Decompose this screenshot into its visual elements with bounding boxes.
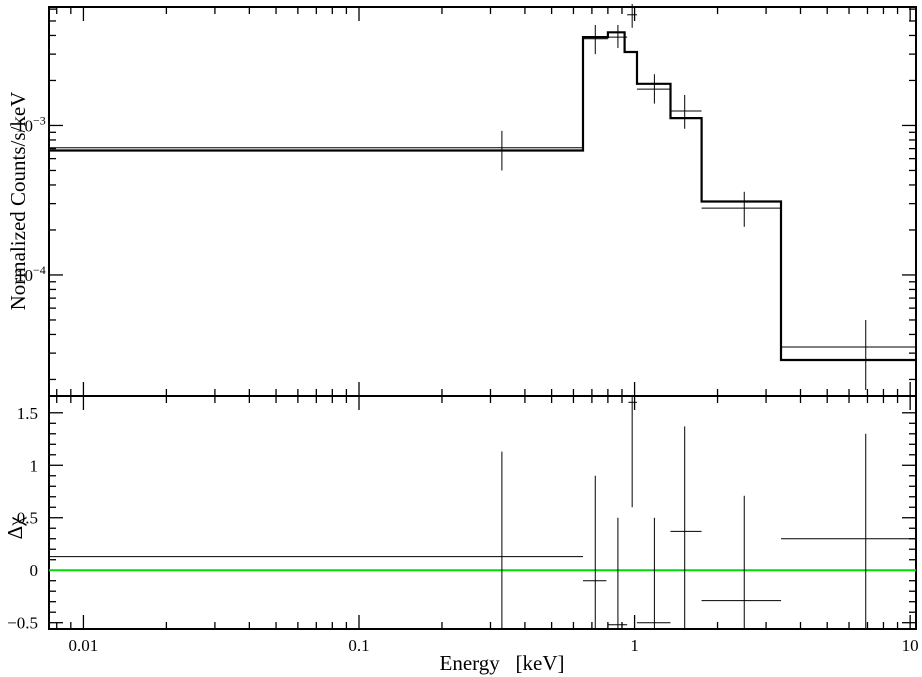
x-tick-label: 0.1 xyxy=(348,636,369,655)
data-point xyxy=(607,24,628,48)
spectrum-panel-ticks xyxy=(49,7,916,396)
data-point xyxy=(49,130,584,171)
x-tick-label: 0.01 xyxy=(69,636,99,655)
data-point xyxy=(670,94,702,129)
y-tick-label: −0.5 xyxy=(7,614,38,633)
y-tick-label: 10 xyxy=(16,266,33,285)
y-tick-label: 0.5 xyxy=(17,509,38,528)
residual-panel-frame xyxy=(48,395,917,630)
energy-x-tick-labels: 0.01 0.1 1 10 xyxy=(69,636,919,655)
model-step-curve xyxy=(49,31,916,362)
residual-point xyxy=(781,433,916,629)
x-axis-title: Energy [keV] xyxy=(440,651,565,675)
residual-panel: 1.5 1 0.5 0 −0.5 0.01 0.1 1 10 Δχ Energy [keV] xyxy=(3,395,919,675)
residual-point xyxy=(49,451,584,629)
residual-point xyxy=(628,396,637,508)
x-tick-label: 1 xyxy=(630,636,639,655)
residual-points xyxy=(49,396,916,629)
data-points xyxy=(49,3,916,391)
x-tick-label: 10 xyxy=(902,636,919,655)
data-point xyxy=(636,74,671,104)
residual-y-axis-title: Δχ xyxy=(3,516,27,540)
residual-point xyxy=(670,426,702,629)
spectrum-panel: 10−310−4 Normalized Counts/s/keV xyxy=(6,3,917,397)
spectrum-y-tick-labels: 10−310−4 xyxy=(16,113,46,284)
spectrum-y-axis-title: Normalized Counts/s/keV xyxy=(6,92,30,311)
y-tick-label: 1.5 xyxy=(17,404,38,423)
residual-y-tick-labels: 1.5 1 0.5 0 −0.5 xyxy=(7,404,38,633)
data-point xyxy=(627,3,637,28)
residual-point xyxy=(701,495,782,629)
residual-point xyxy=(636,517,671,629)
data-point xyxy=(583,24,608,55)
y-tick-label: 10 xyxy=(16,116,33,135)
y-tick-label-exponent: −3 xyxy=(33,113,46,127)
residual-panel-ticks xyxy=(49,396,916,629)
model-step-line xyxy=(49,31,916,362)
residual-point xyxy=(583,475,607,629)
spectrum-panel-frame xyxy=(48,6,917,397)
residual-point xyxy=(607,517,628,629)
y-tick-label: 1 xyxy=(30,456,39,475)
data-point xyxy=(701,191,782,227)
y-tick-label-exponent: −4 xyxy=(33,263,46,277)
y-tick-label: 0 xyxy=(30,561,39,580)
data-point xyxy=(781,319,916,391)
